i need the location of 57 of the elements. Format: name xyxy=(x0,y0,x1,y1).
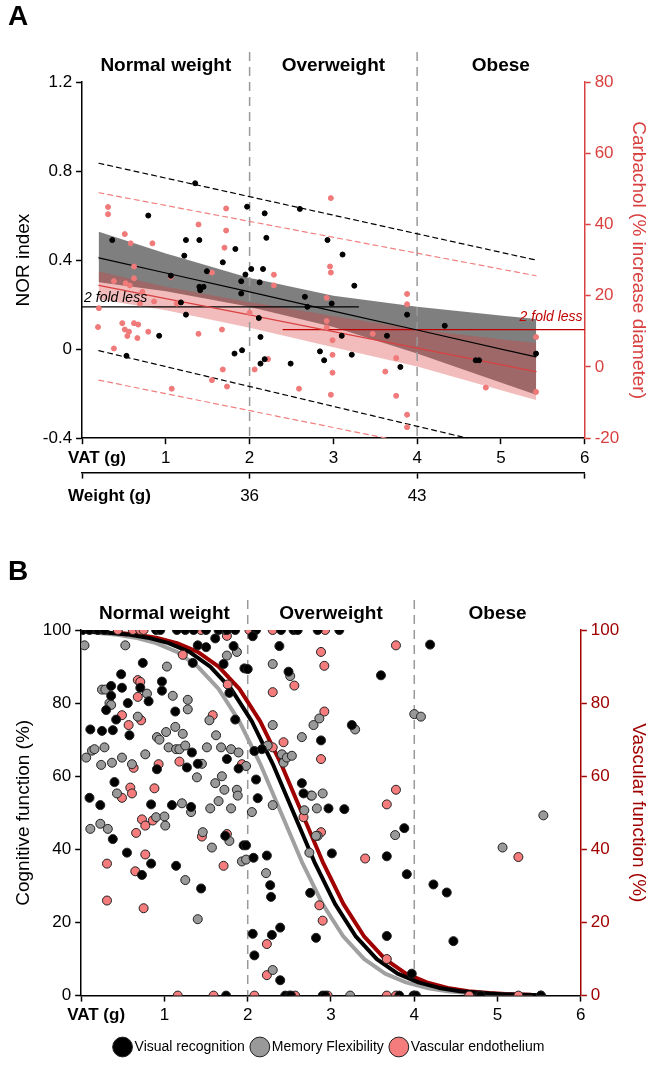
y-tick-label: 40 xyxy=(52,839,72,859)
y2-tick-label: 20 xyxy=(590,912,610,932)
y-tick-label: -0.4 xyxy=(42,427,73,447)
y2-tick-label: 60 xyxy=(594,142,614,162)
y2-tick-label: 40 xyxy=(590,839,610,859)
legend-label: Visual recognition xyxy=(134,1037,245,1054)
y-tick-label: 0 xyxy=(61,985,72,1005)
y-tick-label: 80 xyxy=(52,692,72,712)
y-axis-title: NOR index xyxy=(11,213,33,307)
x-tick-label: 2 xyxy=(244,448,255,468)
series-label: 2 fold less xyxy=(83,288,148,305)
chart-title: B xyxy=(8,555,29,587)
legend-label: Vascular endothelium xyxy=(410,1037,545,1054)
y2-tick-label: 80 xyxy=(590,692,610,712)
y-tick-label: 0.4 xyxy=(48,249,73,269)
y-tick-label: 1.2 xyxy=(48,71,73,91)
x-axis-title: VAT (g) xyxy=(68,447,126,467)
text: Obese xyxy=(468,602,527,624)
x-tick-label: 2 xyxy=(242,1005,253,1025)
y2-tick-label: 0 xyxy=(594,356,605,376)
y-tick-label: 20 xyxy=(52,912,72,932)
y-tick-label: 100 xyxy=(42,619,72,639)
y2-tick-label: 60 xyxy=(590,765,610,785)
x-tick-label: 4 xyxy=(412,448,422,468)
x2-tick-label: 43 xyxy=(407,486,427,506)
x-axis-title: VAT (g) xyxy=(67,1005,126,1025)
x-tick-label: 1 xyxy=(159,1005,170,1025)
series-label: 2 fold less xyxy=(518,308,583,325)
x-tick-label: 3 xyxy=(326,1005,336,1025)
x2-tick-label: 36 xyxy=(240,486,260,506)
y2-axis-title: Vascular function (%) xyxy=(629,723,651,903)
y2-tick-label: 80 xyxy=(594,71,614,91)
y2-tick-label: 0 xyxy=(590,985,601,1005)
x-tick-label: 6 xyxy=(579,448,590,468)
text: Normal weight xyxy=(98,602,231,624)
text: Overweight xyxy=(279,602,384,624)
x-tick-label: 5 xyxy=(496,448,506,468)
y-axis-title: Cognitive function (%) xyxy=(11,719,33,906)
y2-tick-label: 40 xyxy=(594,214,614,234)
text: Overweight xyxy=(281,54,386,76)
chart-title: A xyxy=(8,0,29,32)
y-tick-label: 0 xyxy=(62,338,73,358)
text: Obese xyxy=(471,54,530,76)
x2-axis-title: Weight (g) xyxy=(68,486,151,506)
y-tick-label: 60 xyxy=(52,765,72,785)
legend-label: Memory Flexibility xyxy=(271,1037,384,1054)
y2-axis-title: Carbachol (% increase diameter) xyxy=(629,121,651,399)
x-tick-label: 1 xyxy=(161,448,171,468)
y2-tick-label: -20 xyxy=(594,427,620,447)
x-tick-label: 4 xyxy=(409,1005,420,1025)
text: Normal weight xyxy=(100,54,232,76)
y2-tick-label: 20 xyxy=(594,285,614,305)
x-tick-label: 5 xyxy=(492,1005,503,1025)
y-tick-label: 0.8 xyxy=(48,160,73,180)
x-tick-label: 3 xyxy=(328,448,339,468)
x-tick-label: 6 xyxy=(576,1005,586,1025)
y2-tick-label: 100 xyxy=(590,619,620,639)
